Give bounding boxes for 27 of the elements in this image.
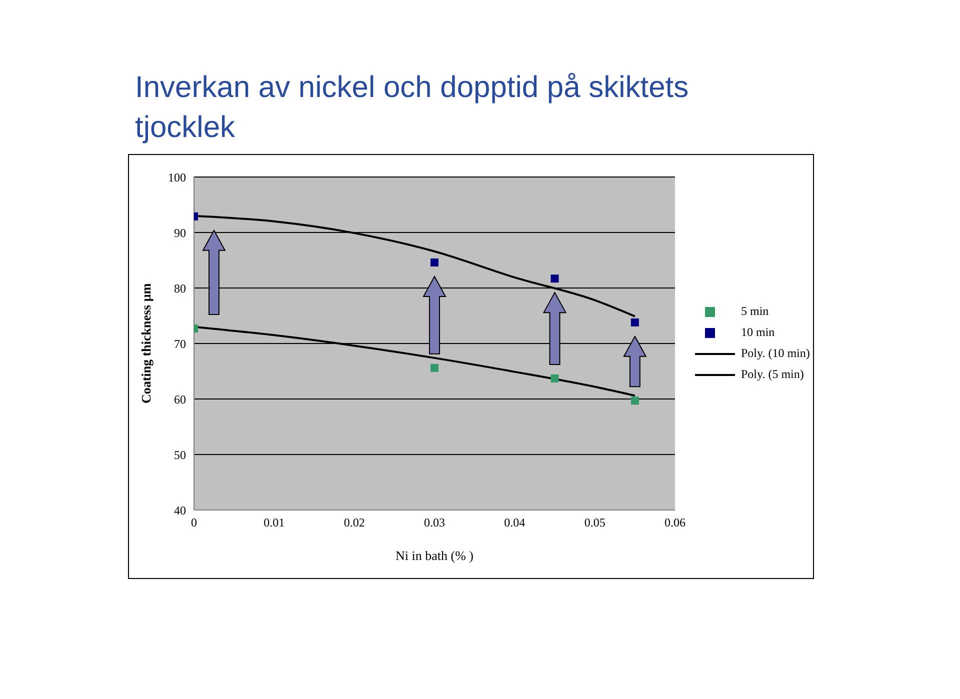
y-axis-title: Coating thickness µm xyxy=(138,283,154,404)
x-tick-label: 0.04 xyxy=(504,516,526,530)
y-tick-label: 50 xyxy=(174,448,186,462)
point xyxy=(630,396,639,405)
y-tick-label: 70 xyxy=(174,336,186,351)
legend-label: 5 min xyxy=(741,303,769,320)
legend-label: Poly. (5 min) xyxy=(741,366,804,383)
point xyxy=(550,274,559,283)
x-tick-label: 0.06 xyxy=(664,516,686,530)
point xyxy=(430,364,438,372)
x-axis-title: Ni in bath (% ) xyxy=(396,548,474,563)
legend-label: Poly. (10 min) xyxy=(741,345,810,362)
point xyxy=(630,318,639,326)
x-tick-label: 0 xyxy=(191,516,197,530)
x-tick-label: 0.03 xyxy=(424,516,445,530)
point xyxy=(550,374,559,382)
x-tick-label: 0.05 xyxy=(584,516,606,530)
x-tick-label: 0.02 xyxy=(344,516,365,530)
y-tick-label: 100 xyxy=(168,170,186,184)
legend-label: 10 min xyxy=(741,324,775,341)
y-tick-label: 60 xyxy=(174,392,186,406)
y-tick-label: 40 xyxy=(174,503,186,518)
chart-title: Inverkan av nickel och dopptid på skiktets tjocklek xyxy=(135,70,690,146)
point xyxy=(430,258,438,266)
x-tick-label: 0.01 xyxy=(264,516,285,530)
y-tick-label: 80 xyxy=(174,281,186,296)
y-tick-label: 90 xyxy=(174,226,186,240)
